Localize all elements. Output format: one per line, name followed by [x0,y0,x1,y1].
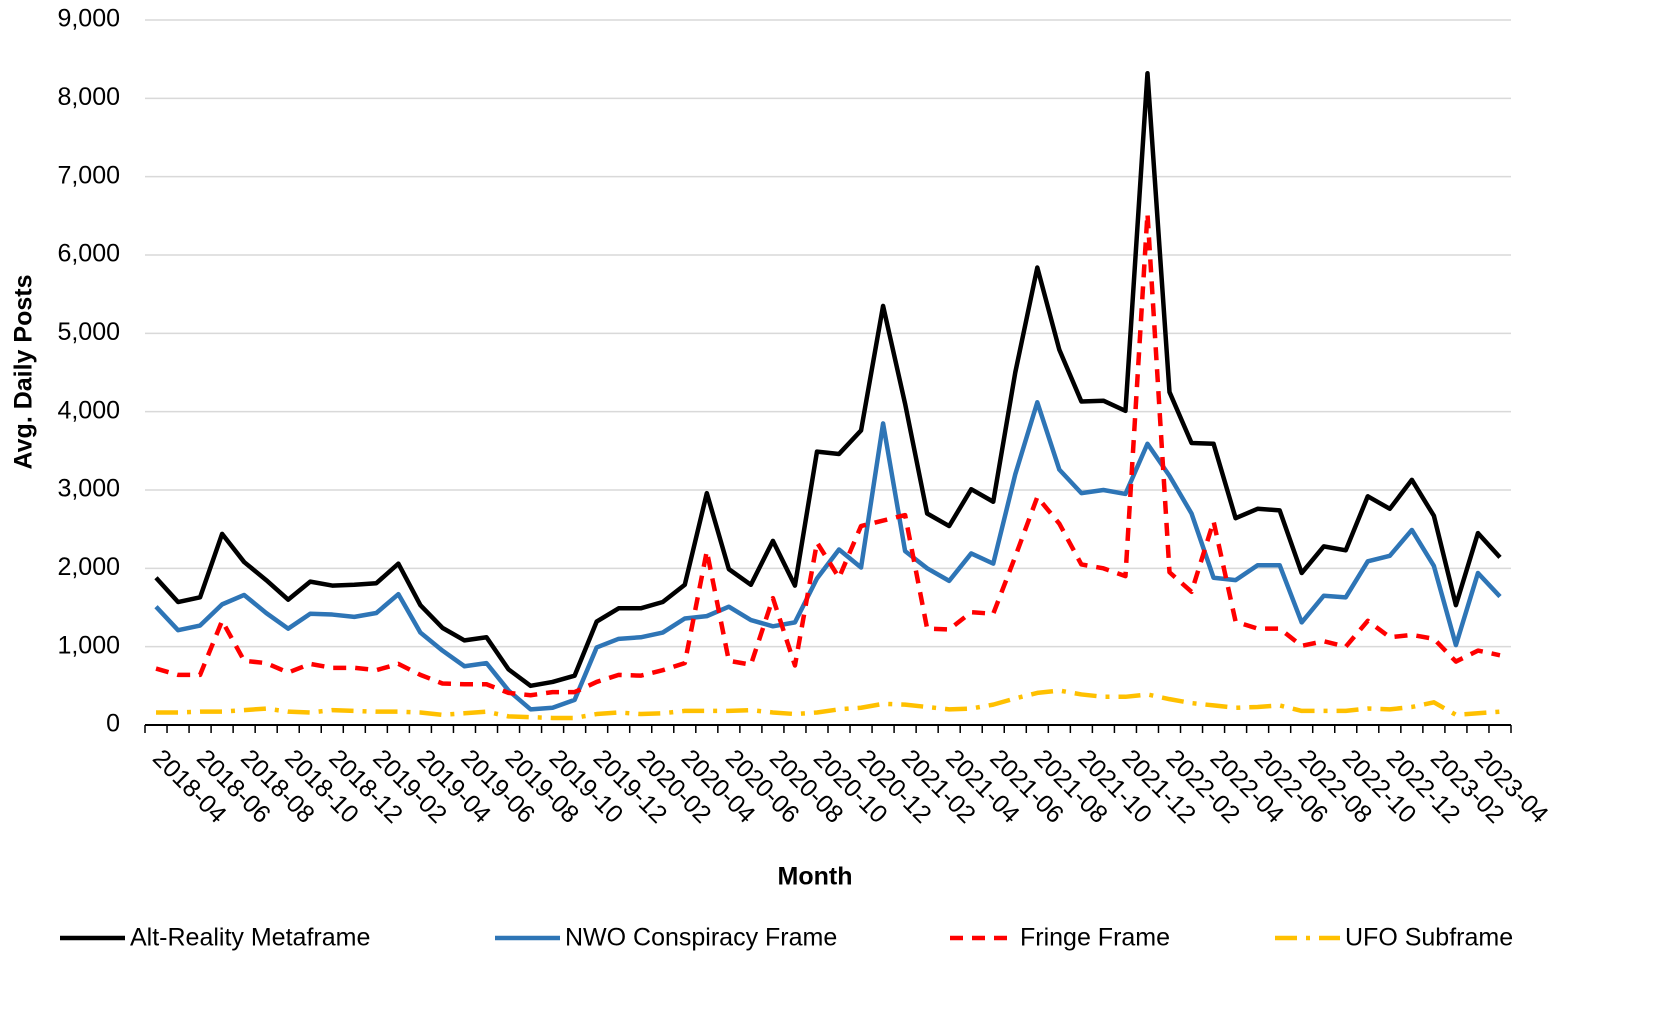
series-line [154,71,1502,689]
y-tick-label: 1,000 [57,631,120,659]
y-tick-label: 8,000 [57,83,120,111]
y-tick-label: 2,000 [57,553,120,581]
y-axis-title: Avg. Daily Posts [10,275,38,470]
y-tick-label: 6,000 [57,240,120,268]
y-tick-label: 0 [106,710,120,738]
y-tick-label: 3,000 [57,475,120,503]
series-line [154,400,1502,712]
y-tick-label: 5,000 [57,318,120,346]
y-tick-label: 9,000 [57,5,120,33]
series-line [155,211,1501,698]
legend-label: NWO Conspiracy Frame [565,924,837,952]
y-tick-label: 7,000 [57,161,120,189]
legend-label: Fringe Frame [1020,924,1170,952]
legend-label: Alt-Reality Metaframe [130,924,370,952]
x-axis-title: Month [778,863,853,891]
series-line [156,688,1501,721]
y-tick-label: 4,000 [57,396,120,424]
legend-label: UFO Subframe [1345,924,1513,952]
